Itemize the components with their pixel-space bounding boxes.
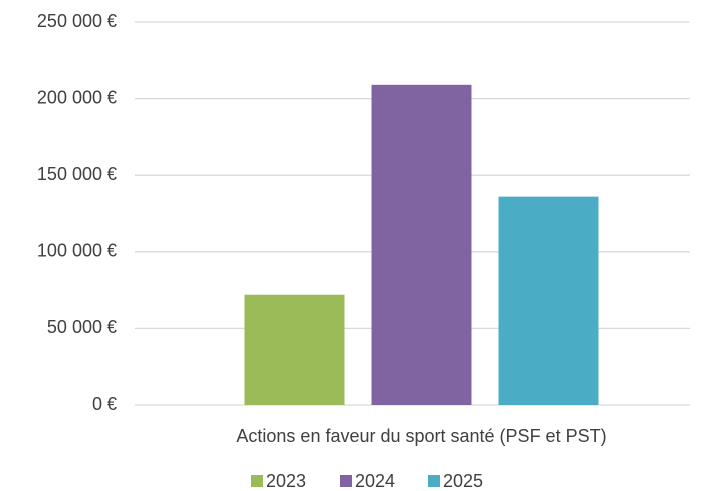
x-tick-label: Actions en faveur du sport santé (PSF et… — [236, 426, 606, 446]
y-tick-label: 0 € — [92, 394, 117, 414]
bar — [244, 294, 345, 405]
legend-swatch — [340, 475, 352, 487]
y-tick-label: 150 000 € — [37, 164, 117, 184]
bar — [371, 84, 472, 405]
bar — [498, 196, 599, 405]
y-tick-label: 200 000 € — [37, 87, 117, 107]
legend-label: 2024 — [355, 471, 395, 491]
legend-label: 2023 — [266, 471, 306, 491]
y-tick-label: 100 000 € — [37, 241, 117, 261]
legend-swatch — [428, 475, 440, 487]
legend-swatch — [251, 475, 263, 487]
y-tick-label: 50 000 € — [47, 317, 117, 337]
legend-label: 2025 — [443, 471, 483, 491]
y-tick-label: 250 000 € — [37, 11, 117, 31]
